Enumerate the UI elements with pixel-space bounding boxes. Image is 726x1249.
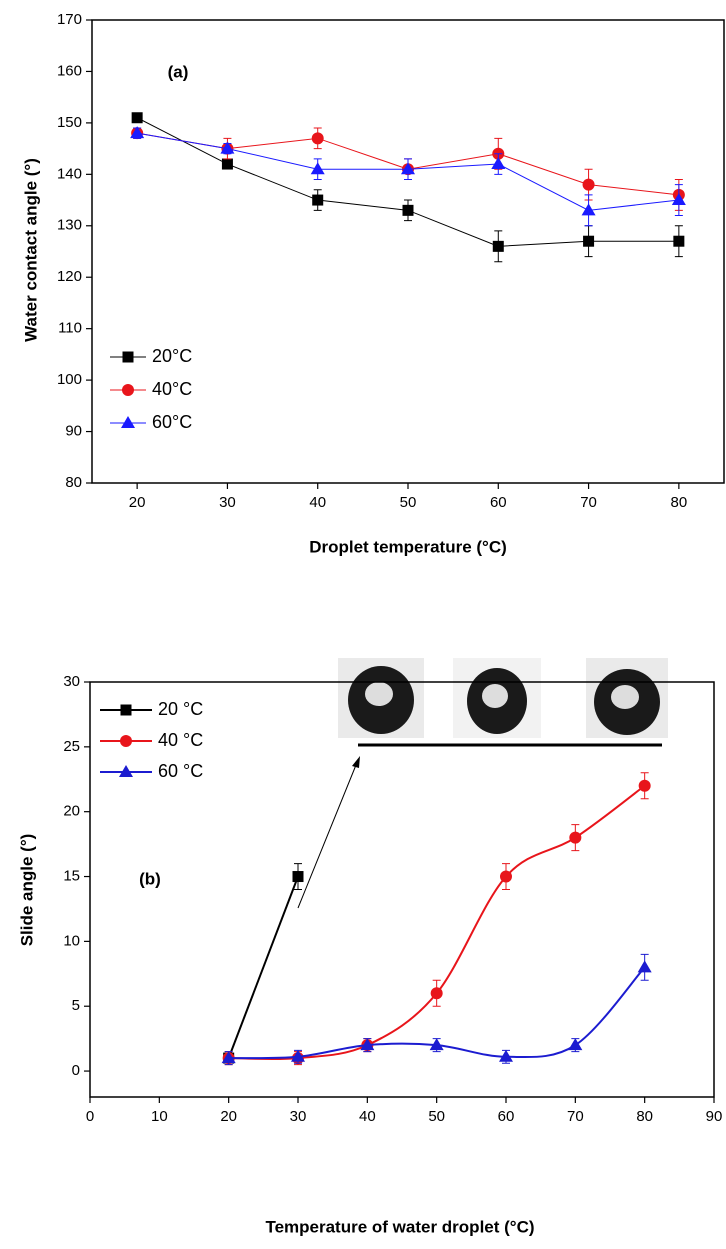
annotation: (a)	[168, 62, 189, 81]
data-point	[402, 204, 414, 216]
x-tick-label: 20	[129, 494, 146, 511]
legend-marker	[120, 735, 132, 747]
data-point	[581, 203, 596, 216]
legend-marker	[122, 351, 134, 363]
series-line	[227, 876, 299, 1059]
y-tick-label: 160	[57, 62, 82, 79]
data-point	[500, 870, 512, 883]
y-tick-label: 25	[63, 738, 80, 755]
x-tick-label: 60	[490, 494, 507, 511]
series-line	[136, 117, 679, 247]
legend-marker	[119, 765, 133, 777]
data-point	[582, 178, 595, 191]
y-tick-label: 90	[65, 423, 82, 440]
data-point	[491, 157, 506, 170]
y-tick-label: 170	[57, 11, 82, 28]
y-tick-label: 15	[63, 868, 80, 885]
y-tick-label: 30	[63, 673, 80, 690]
data-point	[221, 158, 233, 170]
plot-frame	[89, 681, 715, 1098]
y-tick-label: 140	[57, 165, 82, 182]
annotation: (b)	[139, 869, 161, 888]
x-tick-label: 80	[671, 494, 688, 511]
series-line	[228, 784, 646, 1061]
x-axis-label: Temperature of water droplet (°C)	[265, 1217, 534, 1236]
x-tick-label: 0	[86, 1108, 94, 1125]
x-tick-label: 30	[290, 1108, 307, 1125]
data-point	[583, 235, 595, 247]
y-tick-label: 5	[72, 997, 80, 1014]
legend-marker	[122, 384, 134, 396]
x-tick-label: 30	[219, 494, 236, 511]
arrow-head	[352, 756, 360, 768]
data-point	[291, 1049, 305, 1062]
y-tick-label: 100	[57, 371, 82, 388]
arrow	[297, 756, 360, 909]
x-tick-label: 10	[151, 1108, 168, 1125]
x-tick-label: 50	[400, 494, 417, 511]
droplet-highlight	[482, 684, 508, 708]
data-point	[401, 162, 415, 175]
x-tick-label: 40	[359, 1108, 376, 1125]
data-point	[221, 1051, 236, 1064]
y-tick-label: 120	[57, 268, 82, 285]
data-point	[430, 987, 443, 1000]
data-point	[312, 194, 324, 206]
x-tick-label: 40	[309, 494, 326, 511]
data-point	[673, 235, 685, 247]
data-point	[638, 779, 651, 792]
y-tick-label: 10	[63, 932, 80, 949]
data-point	[429, 1038, 444, 1051]
data-point	[311, 132, 324, 145]
y-tick-label: 150	[57, 114, 82, 131]
y-tick-label: 110	[58, 320, 82, 337]
y-axis-label: Slide angle (°)	[17, 834, 36, 947]
legend-label: 60°C	[152, 412, 192, 432]
y-tick-label: 80	[65, 474, 82, 491]
legend-marker	[121, 416, 135, 428]
legend-label: 40 °C	[158, 730, 203, 750]
droplet-inset	[338, 658, 668, 747]
x-tick-label: 70	[580, 494, 597, 511]
data-point	[492, 240, 504, 252]
legend-label: 40°C	[152, 379, 192, 399]
x-tick-label: 20	[220, 1108, 237, 1125]
x-tick-label: 50	[428, 1108, 445, 1125]
data-point	[569, 831, 582, 844]
y-tick-label: 130	[57, 217, 82, 234]
data-point	[568, 1038, 583, 1051]
data-point	[292, 871, 304, 883]
x-tick-label: 70	[567, 1108, 584, 1125]
x-tick-label: 80	[636, 1108, 653, 1125]
droplet-highlight	[365, 682, 393, 706]
y-axis-label: Water contact angle (°)	[21, 158, 40, 342]
x-tick-label: 60	[498, 1108, 515, 1125]
legend-label: 20°C	[152, 346, 192, 366]
y-tick-label: 20	[63, 803, 80, 820]
data-point	[130, 126, 145, 139]
data-point	[220, 141, 235, 154]
legend-label: 20 °C	[158, 699, 203, 719]
arrow-shaft	[297, 764, 357, 909]
data-point	[310, 162, 325, 175]
x-axis-label: Droplet temperature (°C)	[309, 537, 507, 556]
x-tick-label: 90	[706, 1108, 723, 1125]
data-point	[499, 1049, 513, 1062]
legend-label: 60 °C	[158, 761, 203, 781]
legend-marker	[120, 704, 132, 716]
droplet-highlight	[611, 685, 639, 709]
data-point	[360, 1038, 375, 1051]
data-point	[637, 960, 652, 973]
data-point	[131, 112, 143, 124]
data-point	[671, 193, 686, 206]
y-tick-label: 0	[72, 1062, 80, 1079]
